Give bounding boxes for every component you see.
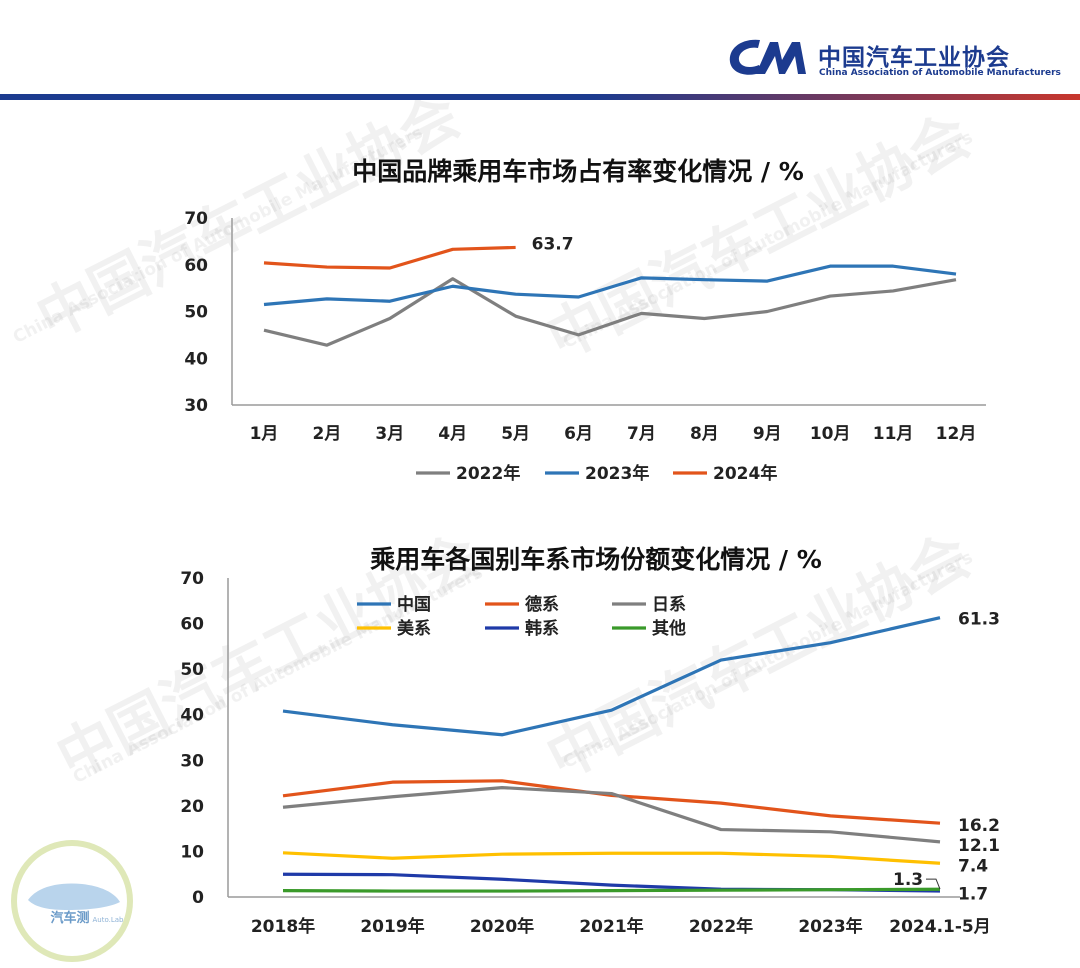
chart2-x-tick-label: 2020年 (470, 916, 534, 937)
chart1-x-tick-label: 2月 (312, 424, 341, 444)
chart2-y-tick-label: 60 (180, 615, 204, 635)
chart2-series-line-美系 (282, 851, 941, 865)
chart1-x-tick-label: 10月 (810, 424, 851, 444)
chart1-series-line-2024年 (263, 245, 516, 270)
chart1-series-line-2023年 (263, 264, 957, 307)
chart2-end-label-日系: 12.1 (958, 836, 1000, 856)
chart1-x-tick-label: 3月 (375, 424, 404, 444)
chart1-x-tick-label: 12月 (936, 424, 977, 444)
chart2-x-tick-label: 2018年 (251, 916, 315, 937)
chart1-x-tick-label: 7月 (627, 424, 656, 444)
chart2-series-line-德系 (282, 779, 941, 825)
chart1-series-line-2022年 (263, 277, 957, 347)
chart1-y-tick-label: 50 (184, 303, 208, 323)
chart1-x-tick-label: 6月 (564, 424, 593, 444)
chart2-y-tick-label: 50 (180, 660, 204, 680)
chart2-x-tick-label: 2023年 (798, 916, 862, 937)
chart1-legend-label: 2022年 (456, 463, 520, 484)
chart2-legend-label: 其他 (652, 618, 686, 639)
chart2-y-tick-label: 70 (180, 569, 204, 589)
chart1-x-tick-label: 5月 (501, 424, 530, 444)
chart-country-share: 乘用车各国别车系市场份额变化情况 / % 0 10 20 30 40 50 60 70 2018年… (180, 545, 1000, 937)
chart2-y-tick-label: 0 (192, 888, 204, 908)
chart1-x-tick-label: 9月 (753, 424, 782, 444)
chart2-label-leader (926, 878, 941, 890)
chart2-end-label-德系: 16.2 (958, 816, 1000, 836)
chart1-x-tick-label: 8月 (690, 424, 719, 444)
chart2-end-label-其他: 1.7 (958, 884, 988, 904)
chart2-x-tick-label: 2024.1-5月 (889, 917, 991, 937)
header: 中国汽车工业协会 China Association of Automobile… (0, 0, 1080, 100)
chart2-series-line-日系 (282, 786, 941, 844)
chart1-title: 中国品牌乘用车市场占有率变化情况 / % (352, 157, 804, 186)
chart1-x-tick-label: 11月 (873, 424, 914, 444)
chart2-legend-label: 美系 (397, 618, 431, 639)
chart1-y-tick-label: 40 (184, 349, 208, 369)
chart1-y-tick-label: 30 (184, 396, 208, 416)
chart1-y-tick-label: 70 (184, 209, 208, 229)
chart1-x-tick-label: 1月 (250, 424, 279, 444)
chart2-x-tick-label: 2019年 (360, 916, 424, 937)
header-brand-bar (0, 94, 1080, 100)
chart2-y-tick-label: 20 (180, 797, 204, 817)
chart2-series-line-其他 (282, 887, 941, 893)
chart2-series-line-中国 (282, 616, 941, 737)
chart1-y-tick-label: 60 (184, 256, 208, 276)
chart2-title: 乘用车各国别车系市场份额变化情况 / % (370, 545, 822, 574)
chart1-legend-label: 2023年 (585, 463, 649, 484)
chart2-legend-label: 中国 (397, 594, 431, 615)
chart2-x-tick-label: 2021年 (579, 916, 643, 937)
logo-chinese-name: 中国汽车工业协会 (818, 45, 1010, 71)
corner-badge-logo: 汽车测 Auto.Lab (11, 840, 133, 962)
corner-badge-text: 汽车测 (50, 910, 89, 926)
chart2-legend-label: 韩系 (525, 618, 559, 639)
chart2-legend-label: 德系 (525, 594, 559, 615)
chart2-end-label-美系: 7.4 (958, 856, 988, 876)
chart1-x-tick-label: 4月 (438, 424, 467, 444)
caam-logo-icon (729, 39, 806, 75)
chart2-legend-label: 日系 (652, 595, 686, 615)
logo-english-name: China Association of Automobile Manufact… (819, 68, 1061, 78)
chart2-y-tick-label: 10 (180, 842, 204, 862)
chart2-end-label-中国: 61.3 (958, 610, 1000, 630)
chart-brand-share: 中国品牌乘用车市场占有率变化情况 / % 30 40 50 60 70 1月 2月 3月 4月 5月… (184, 157, 986, 484)
chart1-data-label: 63.7 (532, 234, 574, 254)
corner-badge-subtext: Auto.Lab (93, 916, 125, 924)
chart2-x-tick-label: 2022年 (689, 916, 753, 937)
chart2-y-tick-label: 30 (180, 751, 204, 771)
chart2-y-tick-label: 40 (180, 706, 204, 726)
chart2-end-label-韩系: 1.3 (893, 870, 923, 890)
chart1-legend-label: 2024年 (713, 463, 777, 484)
